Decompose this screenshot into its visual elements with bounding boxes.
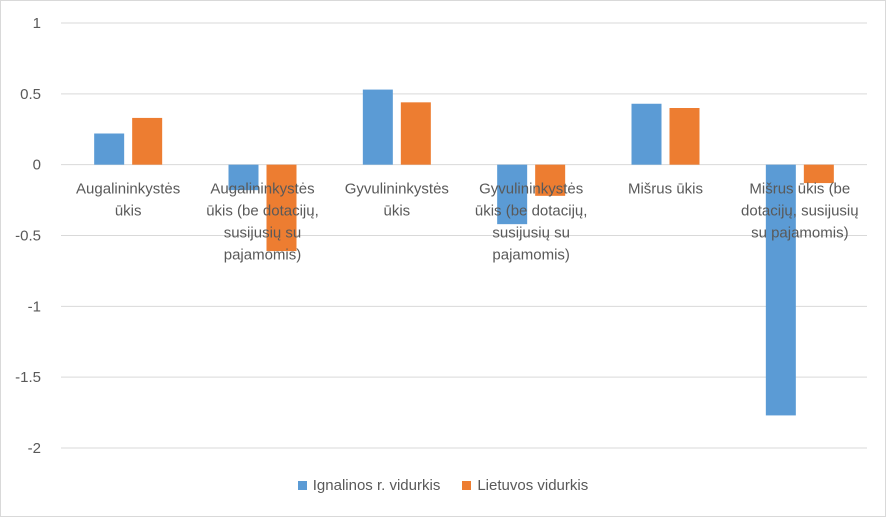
x-tick-label: Mišrus ūkis (be dotacijų, susijusių su paj…	[741, 181, 859, 242]
bar	[669, 108, 700, 165]
bar	[94, 133, 125, 165]
y-tick-label: -2	[28, 440, 41, 457]
bar	[132, 117, 163, 165]
bar	[266, 164, 297, 252]
y-tick-label: -1.5	[15, 369, 41, 386]
x-tick-label: Augalininkystės ūkis (be dotacijų, susijus…	[206, 181, 319, 264]
x-tick-label-line: ūkis (be dotacijų,	[206, 203, 319, 220]
x-tick-label-line: Mišrus ūkis (be	[749, 181, 850, 198]
x-tick-label-line: pajamomis)	[224, 247, 302, 264]
bar	[765, 164, 796, 416]
x-tick-label-line: Gyvulininkystės	[345, 181, 449, 198]
x-tick-label-line: Gyvulininkystės	[479, 181, 583, 198]
y-tick-label: 0	[33, 157, 41, 174]
bar	[631, 103, 662, 165]
x-tick-label-line: dotacijų, susijusių	[741, 203, 859, 220]
x-tick-label-line: ūkis	[383, 203, 410, 220]
legend-swatch-ignalinos	[297, 481, 307, 490]
legend-label-ignalinos: Ignalinos r. vidurkis	[312, 477, 441, 494]
x-tick-label: Gyvulininkystės ūkis (be dotacijų, susijus…	[475, 181, 588, 264]
y-tick-label: -1	[28, 298, 41, 315]
legend-item-ignalinos: Ignalinos r. vidurkis	[297, 477, 441, 494]
legend: Ignalinos r. vidurkis Lietuvos vidurkis	[1, 477, 885, 494]
bar	[497, 164, 528, 225]
x-tick-label-line: susijusių su	[224, 225, 302, 242]
x-tick-label: Gyvulininkystės ūkis	[345, 181, 449, 220]
x-tick-label: Augalininkystės ūkis	[76, 181, 180, 220]
x-tick-label: Mišrus ūkis	[628, 181, 703, 198]
legend-label-lietuvos: Lietuvos vidurkis	[477, 477, 589, 494]
x-tick-label-line: Augalininkystės	[210, 181, 314, 198]
legend-item-lietuvos: Lietuvos vidurkis	[462, 477, 588, 494]
x-tick-label-line: ūkis (be dotacijų,	[475, 203, 588, 220]
x-tick-label-line: Mišrus ūkis	[628, 181, 703, 198]
y-tick-label: 0.5	[20, 86, 41, 103]
bar	[362, 89, 393, 165]
bar	[535, 164, 566, 196]
y-tick-label: 1	[33, 15, 41, 32]
x-tick-label-line: susijusių su	[492, 225, 570, 242]
bar	[400, 102, 431, 165]
y-tick-label: -0.5	[15, 228, 41, 245]
x-tick-label-line: su pajamomis)	[751, 225, 849, 242]
bar	[803, 164, 834, 184]
x-tick-label-line: ūkis	[115, 203, 142, 220]
legend-swatch-lietuvos	[462, 481, 472, 490]
x-tick-label-line: Augalininkystės	[76, 181, 180, 198]
bar	[228, 164, 259, 191]
x-tick-label-line: pajamomis)	[492, 247, 570, 264]
